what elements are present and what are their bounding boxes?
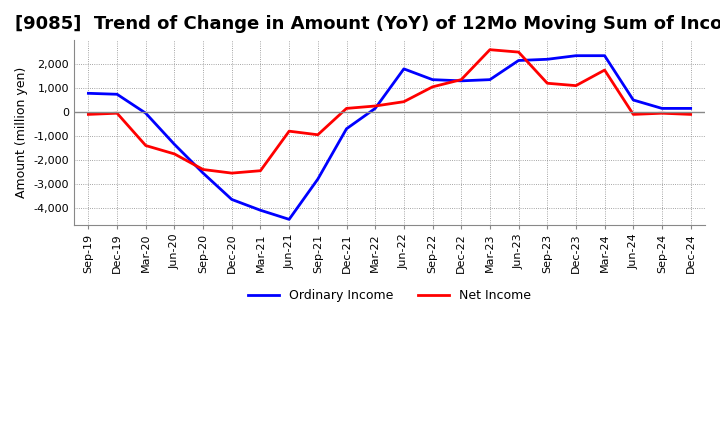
Net Income xyxy=(572,83,580,88)
Ordinary Income xyxy=(572,53,580,59)
Net Income xyxy=(543,81,552,86)
Net Income xyxy=(514,49,523,55)
Net Income xyxy=(141,143,150,148)
Ordinary Income xyxy=(342,126,351,132)
Title: [9085]  Trend of Change in Amount (YoY) of 12Mo Moving Sum of Incomes: [9085] Trend of Change in Amount (YoY) o… xyxy=(15,15,720,33)
Net Income xyxy=(256,168,265,173)
Ordinary Income xyxy=(428,77,437,82)
Line: Ordinary Income: Ordinary Income xyxy=(89,56,690,220)
Ordinary Income xyxy=(84,91,93,96)
Ordinary Income xyxy=(199,170,207,176)
Net Income xyxy=(84,112,93,117)
Ordinary Income xyxy=(657,106,666,111)
Ordinary Income xyxy=(686,106,695,111)
Net Income xyxy=(686,112,695,117)
Ordinary Income xyxy=(400,66,408,72)
Ordinary Income xyxy=(629,97,638,103)
Net Income xyxy=(457,77,466,82)
Ordinary Income xyxy=(256,208,265,213)
Ordinary Income xyxy=(313,176,322,182)
Ordinary Income xyxy=(285,217,294,222)
Net Income xyxy=(400,99,408,104)
Net Income xyxy=(600,67,609,73)
Net Income xyxy=(228,170,236,176)
Net Income xyxy=(199,167,207,172)
Net Income xyxy=(313,132,322,137)
Net Income xyxy=(113,110,122,116)
Line: Net Income: Net Income xyxy=(89,50,690,173)
Net Income xyxy=(285,128,294,134)
Ordinary Income xyxy=(514,58,523,63)
Net Income xyxy=(485,47,494,52)
Net Income xyxy=(428,84,437,89)
Net Income xyxy=(342,106,351,111)
Ordinary Income xyxy=(457,78,466,84)
Ordinary Income xyxy=(113,92,122,97)
Ordinary Income xyxy=(485,77,494,82)
Net Income xyxy=(657,110,666,116)
Ordinary Income xyxy=(170,142,179,147)
Ordinary Income xyxy=(228,197,236,202)
Net Income xyxy=(371,103,379,109)
Legend: Ordinary Income, Net Income: Ordinary Income, Net Income xyxy=(243,284,536,307)
Y-axis label: Amount (million yen): Amount (million yen) xyxy=(15,67,28,198)
Net Income xyxy=(629,112,638,117)
Ordinary Income xyxy=(543,57,552,62)
Ordinary Income xyxy=(141,110,150,116)
Net Income xyxy=(170,151,179,157)
Ordinary Income xyxy=(600,53,609,59)
Ordinary Income xyxy=(371,106,379,111)
